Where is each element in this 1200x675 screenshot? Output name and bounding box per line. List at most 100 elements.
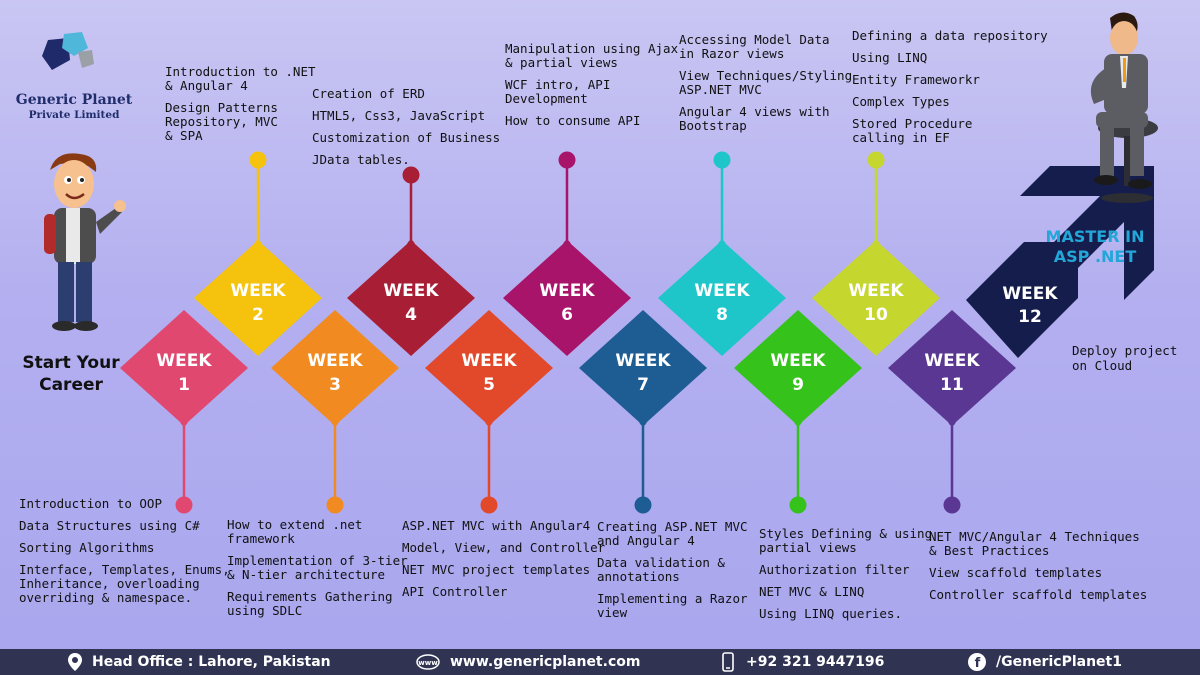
phone-icon (722, 652, 734, 672)
week-8-dot (713, 151, 731, 169)
week-8-notes: Accessing Model Data in Razor views View T… (679, 33, 852, 141)
week-9-note-item: NET MVC & LINQ (759, 584, 865, 599)
facebook-text[interactable]: /GenericPlanet1 (996, 654, 1122, 670)
week-7-badge: WEEK 7 (579, 310, 707, 426)
businessman-illustration (1090, 12, 1158, 203)
week-5-note-item: ASP.NET MVC with Angular4 (402, 518, 591, 533)
week-10-dot (867, 151, 885, 169)
week-3-note-item: How to extend .net framework (227, 517, 363, 546)
week-12-arrow-shape (966, 166, 1154, 358)
week-10-note-item: Defining a data repository (852, 28, 1048, 43)
week-12-notes: Deploy project on Cloud (1072, 343, 1178, 373)
week-8-note-item: Accessing Model Data in Razor views (679, 32, 830, 61)
week-5-note-item: NET MVC project templates (402, 562, 591, 577)
start-label-line1: Start Your (22, 353, 120, 373)
week-3-word: WEEK (307, 351, 363, 371)
logo: Generic Planet Private Limited (14, 92, 134, 121)
week-12-arrow: WEEK 12 (966, 166, 1154, 358)
week-2-notes: Introduction to .NET & Angular 4 Design Pa… (165, 65, 316, 151)
location-pin-icon (68, 653, 82, 671)
week-2-dot (249, 151, 267, 169)
week-1-note-item: Interface, Templates, Enums, Inheritance,… (19, 562, 230, 605)
week-9-number: 9 (792, 375, 804, 395)
week-2-word: WEEK (230, 281, 286, 301)
week-9-badge: WEEK 9 (734, 310, 862, 426)
week-1-dot (175, 496, 193, 514)
master-label-line2: ASP .NET (1053, 247, 1137, 266)
week-4-badge: WEEK 4 (347, 240, 475, 356)
logo-name: Generic Planet (15, 92, 133, 108)
footer-facebook[interactable]: f /GenericPlanet1 (968, 649, 1122, 675)
week-7-notes: Creating ASP.NET MVC and Angular 4 Data va… (597, 520, 748, 628)
master-aspnet-label: MASTER IN ASP .NET (1030, 227, 1160, 267)
week-2-number: 2 (252, 305, 264, 325)
week-9-note-item: Authorization filter (759, 562, 910, 577)
week-10-number: 10 (864, 305, 888, 325)
week-5-word: WEEK (461, 351, 517, 371)
week-2-note-item: Design Patterns Repository, MVC & SPA (165, 100, 278, 143)
week-8-badge: WEEK 8 (658, 240, 786, 356)
office-text: Head Office : Lahore, Pakistan (92, 654, 331, 670)
week-8-number: 8 (716, 305, 728, 325)
week-1-note-item: Data Structures using C# (19, 518, 200, 533)
week-1-note-item: Sorting Algorithms (19, 540, 155, 555)
facebook-icon: f (968, 653, 986, 671)
week-6-number: 6 (561, 305, 573, 325)
week-4-note-item: Customization of Business (312, 130, 501, 145)
master-label-line1: MASTER IN (1045, 227, 1145, 246)
week-9-word: WEEK (770, 351, 826, 371)
week-3-notes: How to extend .net framework Implementatio… (227, 518, 408, 626)
week-1-note-item: Introduction to OOP (19, 496, 162, 511)
week-9-note-item: Styles Defining & using partial views (759, 526, 933, 555)
week-3-note-item: Requirements Gathering using SDLC (227, 589, 393, 618)
week-10-badge: WEEK 10 (812, 240, 940, 356)
week-4-word: WEEK (383, 281, 439, 301)
week-8-note-item: Angular 4 views with Bootstrap (679, 104, 830, 133)
week-9-note-item: Using LINQ queries. (759, 606, 902, 621)
week-10-word: WEEK (848, 281, 904, 301)
globe-icon: www (416, 654, 440, 670)
week-7-note-item: Data validation & annotations (597, 555, 725, 584)
week-12-word: WEEK (1002, 284, 1058, 304)
week-3-number: 3 (329, 375, 341, 395)
week-4-note-item: HTML5, Css3, JavaScript (312, 108, 486, 123)
week-4-notes: Creation of ERD HTML5, Css3, JavaScript Cu… (312, 87, 500, 175)
start-career-label: Start Your Career (6, 352, 136, 396)
week-1-number: 1 (178, 375, 190, 395)
website-text[interactable]: www.genericplanet.com (450, 654, 641, 670)
week-1-word: WEEK (156, 351, 212, 371)
week-9-notes: Styles Defining & using partial views Auth… (759, 527, 932, 629)
week-4-dot (402, 166, 420, 184)
week-3-dot (326, 496, 344, 514)
week-11-word: WEEK (924, 351, 980, 371)
week-2-note-item: Introduction to .NET & Angular 4 (165, 64, 316, 93)
week-11-badge: WEEK 11 (888, 310, 1016, 426)
week-7-word: WEEK (615, 351, 671, 371)
week-5-note-item: Model, View, and Controller (402, 540, 606, 555)
week-7-note-item: Creating ASP.NET MVC and Angular 4 (597, 519, 748, 548)
week-10-note-item: Stored Procedure calling in EF (852, 116, 973, 145)
footer-phone[interactable]: +92 321 9447196 (720, 649, 884, 675)
week-5-note-item: API Controller (402, 584, 508, 599)
week-7-number: 7 (637, 375, 649, 395)
logo-icon (42, 32, 94, 70)
week-10-note-item: Using LINQ (852, 50, 928, 65)
week-5-dot (480, 496, 498, 514)
week-4-note-item: JData tables. (312, 152, 410, 167)
week-11-note-item: Controller scaffold templates (929, 587, 1148, 602)
footer-website[interactable]: www www.genericplanet.com (416, 649, 640, 675)
week-2-badge: WEEK 2 (194, 240, 322, 356)
week-1-badge: WEEK 1 (120, 310, 248, 426)
svg-text:f: f (975, 656, 981, 671)
week-6-dot (558, 151, 576, 169)
phone-text[interactable]: +92 321 9447196 (746, 654, 885, 670)
week-5-number: 5 (483, 375, 495, 395)
week-11-number: 11 (940, 375, 964, 395)
footer-bar: Head Office : Lahore, Pakistan www www.g… (0, 649, 1200, 675)
start-label-line2: Career (39, 375, 103, 395)
week-10-note-item: Complex Types (852, 94, 950, 109)
week-5-badge: WEEK 5 (425, 310, 553, 426)
footer-office: Head Office : Lahore, Pakistan (68, 649, 331, 675)
week-11-notes: NET MVC/Angular 4 Techniques & Best Pract… (929, 530, 1147, 610)
